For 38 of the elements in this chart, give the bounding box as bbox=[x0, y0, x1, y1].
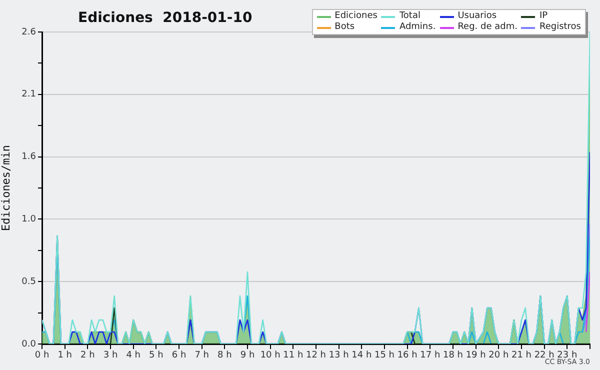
x-tick-label: 21 h bbox=[511, 350, 532, 361]
y-tick-label: 2.1 bbox=[22, 90, 36, 100]
x-tick-label: 11 h bbox=[283, 350, 304, 361]
y-tick-label: 0.5 bbox=[22, 276, 36, 287]
x-tick-label: 19 h bbox=[466, 350, 486, 361]
legend-label: Reg. de adm. bbox=[458, 22, 518, 33]
x-tick-label: 14 h bbox=[352, 350, 372, 361]
x-tick-label: 15 h bbox=[374, 350, 395, 361]
legend-label: Admins. bbox=[399, 22, 436, 33]
x-tick-label: 8 h bbox=[218, 350, 232, 361]
x-tick-label: 9 h bbox=[240, 350, 255, 361]
legend-label: Usuarios bbox=[458, 11, 497, 22]
x-tick-label: 18 h bbox=[442, 350, 464, 361]
legend-label: Ediciones bbox=[334, 11, 378, 22]
chart-title: Ediciones 2018-01-10 bbox=[78, 10, 252, 26]
x-tick-label: 10 h bbox=[260, 350, 280, 361]
x-tick-label: 4 h bbox=[126, 350, 140, 361]
legend-label: Total bbox=[399, 11, 420, 22]
x-tick-label: 20 h bbox=[488, 350, 509, 361]
x-tick-label: 2 h bbox=[80, 350, 95, 361]
x-tick-label: 5 h bbox=[149, 350, 164, 361]
x-tick-label: 7 h bbox=[194, 350, 209, 361]
x-tick-label: 1 h bbox=[58, 350, 72, 361]
x-tick-label: 12 h bbox=[306, 350, 326, 361]
x-tick-label: 6 h bbox=[172, 350, 186, 361]
y-axis-title: Ediciones/min bbox=[0, 144, 12, 232]
x-tick-label: 16 h bbox=[397, 350, 418, 361]
y-tick-label: 0.0 bbox=[22, 339, 36, 350]
y-tick-label: 2.6 bbox=[22, 27, 36, 38]
legend-label: Bots bbox=[334, 22, 355, 33]
y-tick-label: 1.6 bbox=[22, 152, 36, 162]
x-tick-label: 13 h bbox=[328, 350, 349, 361]
x-tick-label: 17 h bbox=[420, 350, 440, 361]
x-tick-label: 0 h bbox=[34, 350, 50, 361]
legend-label: IP bbox=[539, 11, 548, 22]
legend-label: Registros bbox=[539, 22, 581, 33]
y-tick-label: 1.0 bbox=[22, 214, 36, 225]
x-tick-label: 3 h bbox=[103, 350, 118, 361]
